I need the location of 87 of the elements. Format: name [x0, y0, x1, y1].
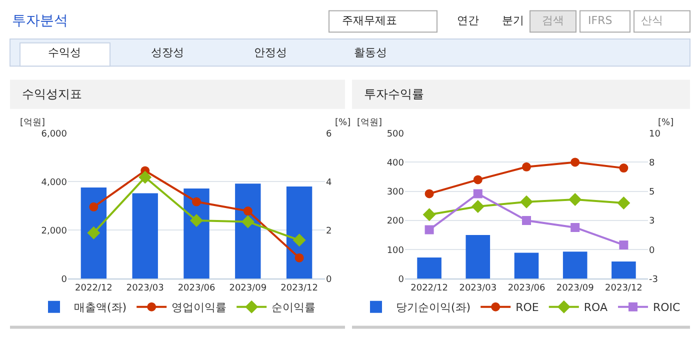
point: [617, 196, 630, 210]
point: [570, 158, 580, 167]
point: [422, 208, 436, 222]
x-tick-label: 2023/09: [229, 284, 267, 294]
bar: [417, 257, 442, 279]
y-axis-title: [억원]: [357, 118, 382, 128]
x-tick-label: 2023/12: [605, 284, 642, 294]
legend-label: ROE: [516, 301, 539, 314]
bar: [286, 186, 312, 279]
text: 분기: [502, 14, 524, 27]
point: [520, 195, 533, 208]
point: [570, 222, 580, 232]
y2-tick-label: -3: [649, 274, 658, 285]
bar: [132, 193, 158, 279]
bar: [235, 184, 261, 279]
y-tick-label: 500: [386, 129, 404, 140]
point: [473, 189, 482, 198]
text: 연간: [457, 14, 479, 27]
y-tick-label: 2,000: [41, 226, 68, 236]
point: [568, 193, 582, 206]
point: [424, 225, 434, 234]
x-tick-label: 2023/03: [126, 284, 164, 294]
x-tick-label: 2023/06: [178, 284, 216, 294]
bar: [514, 252, 539, 279]
text: IFRS: [588, 14, 612, 27]
point: [522, 216, 531, 225]
point: [89, 202, 98, 212]
bar: [466, 235, 490, 279]
point: [243, 206, 252, 216]
legend-label: ROA: [584, 301, 608, 314]
point: [292, 234, 306, 247]
x-tick-label: 2022/12: [75, 284, 112, 294]
legend-label: 당기순이익(좌): [396, 301, 471, 314]
y2-tick-label: 0: [326, 274, 332, 285]
text: 활동성: [354, 46, 387, 59]
text: 투자분석: [12, 13, 68, 29]
legend-label: 순이익률: [272, 301, 316, 314]
point: [294, 253, 304, 262]
y2-tick-label: 5: [649, 188, 655, 198]
y-axis-title: [억원]: [20, 118, 46, 128]
y-tick-label: 0: [61, 274, 68, 285]
y2-tick-label: 10: [649, 129, 661, 140]
text: 주재무제표: [342, 14, 397, 27]
bar: [562, 252, 588, 279]
chart-title: 투자수익률: [364, 87, 424, 101]
y-tick-label: 100: [386, 246, 404, 256]
y2-tick-label: 8: [649, 158, 655, 168]
point: [619, 240, 628, 250]
legend-label: 영업이익률: [172, 301, 227, 314]
y2-tick-label: 6: [326, 129, 332, 140]
y-tick-label: 6,000: [41, 129, 68, 140]
text: 성장성: [151, 46, 184, 59]
point: [138, 170, 152, 184]
point: [424, 189, 434, 198]
point: [522, 162, 531, 172]
bar: [80, 187, 107, 279]
y2-tick-label: 2: [326, 226, 332, 236]
y-tick-label: 400: [386, 158, 404, 168]
point: [473, 175, 482, 184]
chart-title: 수익성지표: [22, 87, 82, 101]
y2-axis-title: [%]: [335, 118, 351, 128]
x-tick-label: 2023/03: [459, 284, 497, 294]
text: 산식: [641, 14, 663, 27]
y2-tick-label: 3: [649, 216, 655, 227]
x-tick-label: 2023/12: [280, 284, 318, 294]
point: [87, 226, 100, 240]
y-tick-label: 200: [386, 216, 404, 227]
point: [241, 215, 254, 228]
y-tick-label: 4,000: [41, 178, 68, 188]
legend-label: ROIC: [653, 301, 681, 314]
point: [192, 197, 201, 206]
y2-tick-label: 4: [326, 178, 332, 188]
x-tick-label: 2023/09: [556, 284, 594, 294]
text: 수익성: [48, 46, 81, 59]
bar: [612, 262, 636, 279]
text: 안정성: [254, 46, 287, 59]
legend-label: 매출액(좌): [74, 301, 127, 314]
point: [190, 214, 203, 227]
point: [619, 164, 628, 173]
x-tick-label: 2022/12: [410, 284, 448, 294]
point: [471, 200, 484, 213]
y2-tick-label: 0: [649, 246, 655, 256]
y-tick-label: 300: [386, 188, 404, 198]
x-tick-label: 2023/06: [508, 284, 546, 294]
text: 검색: [542, 14, 564, 27]
y-tick-label: 0: [398, 274, 404, 285]
y2-axis-title: [%]: [658, 118, 674, 128]
